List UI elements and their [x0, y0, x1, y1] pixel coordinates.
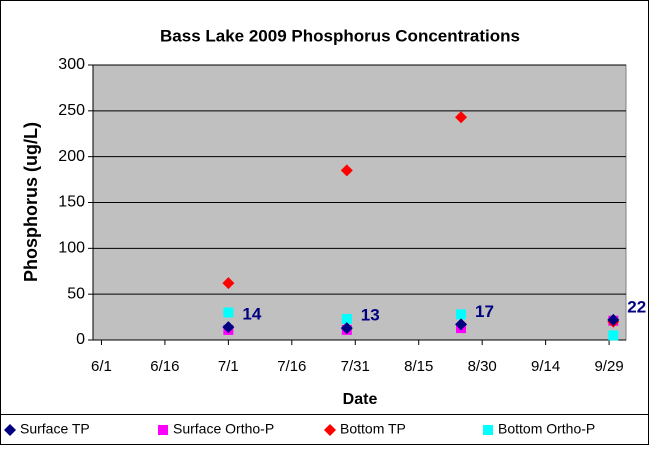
point	[222, 277, 235, 290]
chart-title: Bass Lake 2009 Phosphorus Concentrations	[160, 26, 520, 45]
point	[223, 307, 234, 318]
legend-marker	[324, 424, 336, 436]
legend-marker	[4, 424, 16, 436]
x-tick-label: 8/15	[404, 358, 433, 375]
y-tick-label: 100	[58, 240, 85, 257]
x-tick-label: 9/29	[594, 358, 623, 375]
x-tick-label: 7/16	[277, 358, 306, 375]
point	[607, 313, 620, 326]
y-axis-title: Phosphorus (ug/L)	[21, 122, 41, 282]
y-tick-label: 200	[58, 148, 85, 165]
point	[340, 322, 353, 335]
x-tick-label: 9/14	[531, 358, 560, 375]
x-tick-label: 7/31	[341, 358, 370, 375]
x-axis-title: Date	[343, 391, 378, 408]
x-tick-label: 8/30	[468, 358, 497, 375]
y-tick-label: 0	[76, 331, 85, 348]
data-label: 17	[475, 302, 494, 321]
x-tick-label: 6/16	[150, 358, 179, 375]
data-label: 22	[627, 297, 646, 316]
y-tick-label: 50	[67, 285, 85, 302]
x-tick-label: 7/1	[218, 358, 239, 375]
x-tick-label: 6/1	[91, 358, 112, 375]
y-tick-label: 250	[58, 102, 85, 119]
point	[340, 164, 353, 177]
point	[608, 330, 619, 341]
legend-marker	[158, 425, 168, 435]
legend-label: Bottom TP	[340, 421, 406, 437]
legend-label: Bottom Ortho-P	[498, 421, 595, 437]
point	[341, 313, 352, 324]
y-tick-label: 300	[58, 56, 85, 73]
data-label: 14	[242, 305, 261, 324]
point	[456, 309, 467, 320]
legend-marker	[483, 425, 493, 435]
legend-label: Surface Ortho-P	[173, 421, 274, 437]
point	[455, 111, 468, 124]
legend-label: Surface TP	[20, 421, 90, 437]
y-tick-label: 150	[58, 194, 85, 211]
point	[455, 318, 468, 331]
point	[222, 321, 235, 334]
data-label: 13	[361, 306, 380, 325]
